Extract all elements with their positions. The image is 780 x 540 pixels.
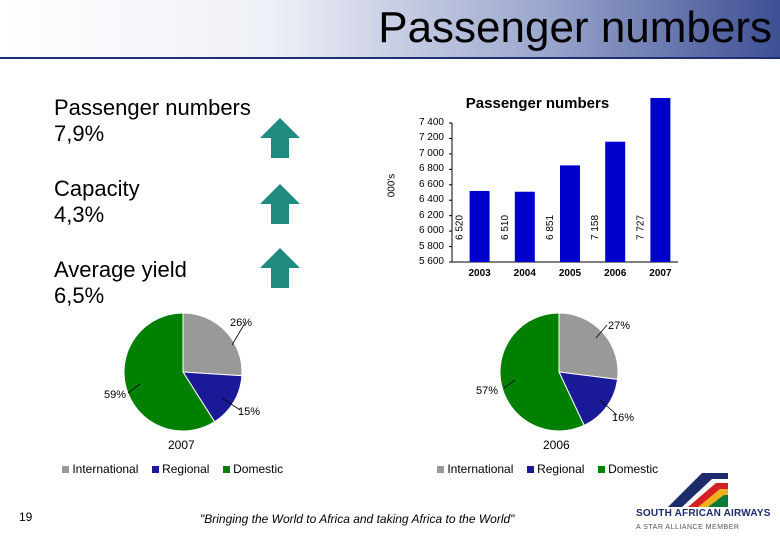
bar-value-label: 7 727 — [635, 215, 646, 240]
kpi-capacity: Capacity 4,3% — [54, 176, 140, 228]
brand-tagline: A STAR ALLIANCE MEMBER — [636, 524, 740, 531]
pie-2007-slice-regional — [182, 371, 243, 423]
page-number: 19 — [19, 510, 33, 524]
kpi-label: Average yield — [54, 257, 187, 282]
bar-2003 — [469, 190, 490, 262]
pie-leader-line — [503, 379, 516, 389]
legend-label-regional: Regional — [537, 462, 585, 476]
pie-leader-line — [599, 399, 618, 416]
bar-value-label: 6 851 — [545, 215, 556, 240]
brand-name: SOUTH AFRICAN AIRWAYS — [636, 508, 771, 519]
legend-swatch-domestic — [222, 466, 230, 473]
pie-leader-line — [221, 397, 241, 411]
legend-label-domestic: Domestic — [233, 462, 284, 476]
pie-2006-legend: International Regional Domestic — [437, 462, 658, 476]
pie-2006-regional-label: 16% — [612, 412, 635, 424]
x-tick-label: 2006 — [604, 268, 627, 279]
y-tick-label: 5 600 — [418, 256, 444, 267]
x-tick-label: 2003 — [468, 268, 491, 279]
pie-2007-slice-domestic — [123, 312, 216, 432]
kpi-value: 6,5% — [54, 283, 105, 308]
pie-2007-slice-international — [182, 312, 243, 377]
x-tick-label: 2004 — [513, 268, 536, 279]
pie-2007-regional-label: 15% — [238, 406, 261, 418]
y-tick-label: 6 200 — [418, 209, 444, 221]
kpi-label: Passenger numbers — [54, 95, 251, 120]
pie-2007-title: 2007 — [168, 438, 195, 452]
kpi-value: 7,9% — [54, 121, 105, 146]
up-arrow-icon — [260, 184, 300, 224]
pie-leader-line — [127, 383, 141, 394]
up-arrow-icon — [260, 118, 300, 158]
legend-label-domestic: Domestic — [608, 462, 659, 476]
bar-2005 — [560, 165, 580, 262]
y-tick-label: 7 400 — [418, 117, 444, 128]
kpi-passenger-numbers: Passenger numbers 7,9% — [54, 95, 251, 147]
y-tick-label: 7 000 — [418, 147, 444, 159]
x-tick-label: 2005 — [558, 268, 582, 279]
legend-label-international: International — [72, 462, 139, 476]
legend-label-regional: Regional — [162, 462, 210, 476]
pie-2006-slice-international — [558, 312, 619, 380]
y-tick-label: 6 800 — [418, 163, 444, 175]
kpi-label: Capacity — [54, 176, 140, 201]
x-tick-label: 2007 — [649, 268, 672, 279]
bar-value-label: 6 510 — [500, 215, 511, 240]
page-title: Passenger numbers — [378, 3, 772, 52]
bar-chart-title: Passenger numbers — [465, 95, 610, 112]
y-tick-label: 5 800 — [418, 240, 444, 252]
legend-swatch-international — [62, 466, 69, 473]
y-tick-label: 6 000 — [418, 225, 444, 237]
y-tick-label: 7 200 — [418, 132, 444, 144]
legend-swatch-international — [437, 466, 444, 473]
legend-swatch-regional — [151, 466, 159, 473]
y-tick-label: 6 400 — [418, 194, 444, 206]
pie-leader-line — [595, 324, 608, 339]
bar-2007 — [650, 98, 671, 262]
pie-2007-legend: International Regional Domestic — [62, 462, 283, 476]
bar-2004 — [514, 191, 535, 262]
legend-swatch-regional — [526, 466, 534, 473]
pie-2006-international-label: 27% — [608, 320, 631, 332]
legend-label-international: International — [447, 462, 514, 476]
bar-value-label: 6 520 — [455, 215, 466, 240]
pie-2007-international-label: 26% — [230, 317, 253, 329]
pie-2006-title: 2006 — [543, 438, 570, 452]
up-arrow-icon — [260, 248, 300, 288]
kpi-average-yield: Average yield 6,5% — [54, 257, 187, 309]
pie-2007-domestic-label: 59% — [104, 389, 127, 401]
footer-quote: "Bringing the World to Africa and taking… — [200, 512, 515, 526]
header-bar — [0, 0, 780, 59]
saa-tail-logo — [668, 473, 728, 507]
kpi-value: 4,3% — [54, 202, 105, 227]
pie-2006-slice-regional — [558, 371, 619, 427]
pie-leader-line — [231, 322, 246, 346]
bar-2006 — [605, 141, 626, 262]
pie-2006-domestic-label: 57% — [476, 385, 499, 397]
y-tick-label: 6 600 — [418, 178, 444, 190]
legend-swatch-domestic — [597, 466, 605, 473]
bar-value-label: 7 158 — [590, 215, 601, 240]
pie-2006-slice-domestic — [499, 312, 585, 432]
